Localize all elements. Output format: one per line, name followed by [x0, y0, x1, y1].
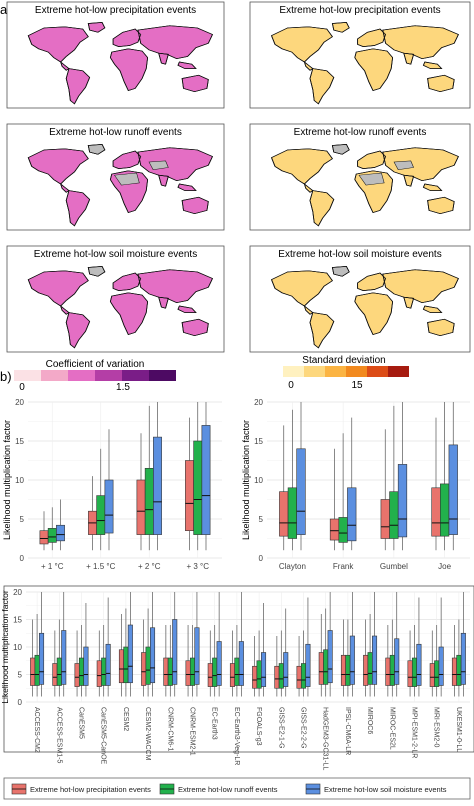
map-panel: Extreme hot-low runoff events	[249, 123, 471, 231]
masked-region	[148, 160, 169, 170]
masked-region	[114, 172, 140, 186]
map-panel: Extreme hot-low runoff events	[6, 123, 225, 231]
map-title: Extreme hot-low runoff events	[294, 127, 427, 138]
map-title: Extreme hot-low runoff events	[49, 127, 182, 138]
panel-label-a: a)	[0, 2, 12, 17]
map-title: Extreme hot-low precipitation events	[35, 5, 196, 16]
map-panels: Extreme hot-low precipitation events Extr…	[6, 1, 471, 353]
map-panel: Extreme hot-low precipitation events	[6, 1, 225, 109]
panel-label-b: b)	[0, 369, 12, 384]
map-panel: Extreme hot-low precipitation events	[249, 1, 471, 109]
map-title: Extreme hot-low precipitation events	[279, 5, 440, 16]
